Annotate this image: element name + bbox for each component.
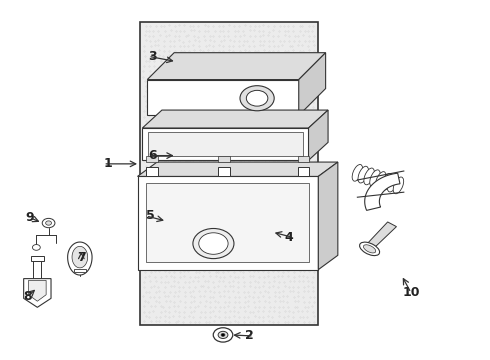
Polygon shape — [143, 128, 309, 160]
Text: 2: 2 — [245, 329, 254, 342]
Circle shape — [32, 244, 40, 250]
Polygon shape — [309, 110, 328, 160]
Text: 4: 4 — [284, 231, 293, 244]
Circle shape — [221, 333, 225, 336]
Circle shape — [246, 90, 268, 106]
Text: 10: 10 — [402, 287, 420, 300]
Bar — [148, 132, 303, 156]
Polygon shape — [147, 80, 299, 116]
Ellipse shape — [393, 177, 404, 194]
Ellipse shape — [376, 172, 386, 188]
Circle shape — [213, 328, 233, 342]
Ellipse shape — [382, 174, 392, 190]
Text: 5: 5 — [146, 210, 155, 222]
Polygon shape — [365, 222, 396, 250]
Ellipse shape — [360, 242, 380, 256]
Text: 3: 3 — [148, 50, 157, 63]
Polygon shape — [318, 162, 338, 270]
Circle shape — [46, 221, 51, 225]
Circle shape — [199, 233, 228, 254]
Bar — [140, 22, 318, 325]
Bar — [147, 167, 158, 176]
Circle shape — [218, 331, 228, 338]
Bar — [74, 269, 86, 272]
Text: 8: 8 — [23, 290, 32, 303]
Ellipse shape — [370, 170, 380, 186]
Polygon shape — [143, 110, 328, 128]
Polygon shape — [28, 280, 46, 301]
Polygon shape — [138, 162, 338, 176]
Text: 9: 9 — [25, 211, 34, 224]
Polygon shape — [68, 242, 92, 275]
Ellipse shape — [387, 175, 398, 192]
Bar — [147, 156, 158, 162]
Text: 7: 7 — [77, 251, 86, 264]
Ellipse shape — [352, 165, 363, 181]
Polygon shape — [138, 176, 318, 270]
Bar — [298, 156, 310, 162]
Bar — [298, 167, 310, 176]
Polygon shape — [365, 173, 400, 210]
Circle shape — [193, 229, 234, 258]
Ellipse shape — [364, 168, 374, 185]
Bar — [31, 256, 44, 261]
Circle shape — [42, 219, 55, 228]
Bar — [219, 156, 230, 162]
Ellipse shape — [358, 166, 368, 183]
Text: 6: 6 — [148, 149, 157, 162]
Circle shape — [240, 86, 274, 111]
Polygon shape — [72, 246, 88, 268]
Polygon shape — [147, 183, 310, 262]
Bar — [219, 167, 230, 176]
Polygon shape — [299, 53, 326, 116]
Bar — [33, 261, 41, 279]
Ellipse shape — [364, 245, 376, 253]
Polygon shape — [24, 279, 51, 307]
Polygon shape — [147, 53, 326, 80]
Text: 1: 1 — [103, 157, 112, 170]
